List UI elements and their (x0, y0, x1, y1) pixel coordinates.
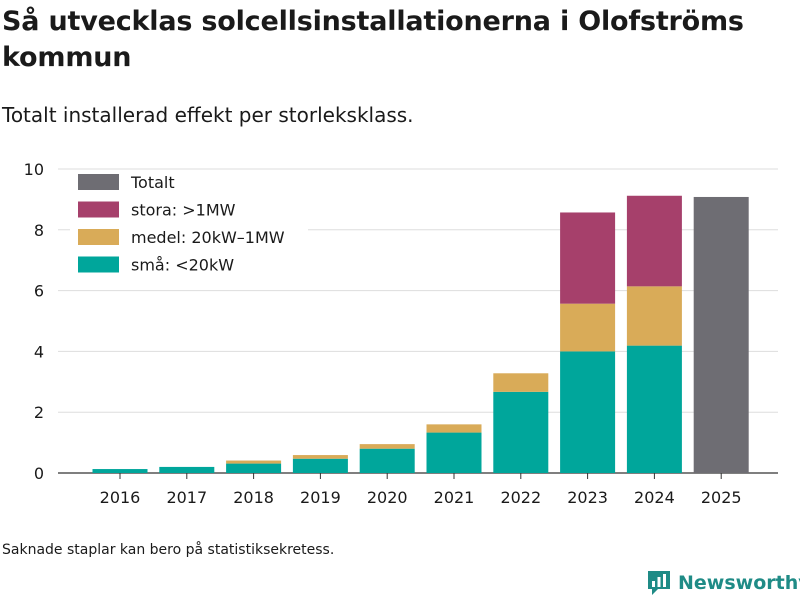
bar-sma-2021[interactable] (426, 432, 482, 473)
x-tick-label: 2017 (166, 488, 207, 507)
bar-medel-2024[interactable] (626, 286, 682, 346)
x-tick-label: 2024 (634, 488, 675, 507)
legend-swatch-medel (78, 229, 119, 245)
chart-title: Så utvecklas solcellsinstallationerna i … (2, 6, 744, 73)
y-tick-label: 6 (34, 282, 44, 301)
legend-swatch-sma (78, 256, 119, 273)
y-tick-label: 4 (34, 342, 44, 361)
y-tick-label: 10 (24, 160, 44, 179)
bar-medel-2019[interactable] (292, 455, 348, 459)
brand-logo: Newsworthy (646, 569, 800, 599)
bar-medel-2022[interactable] (493, 373, 549, 392)
bars-layer (92, 195, 749, 473)
bar-sma-2018[interactable] (226, 463, 282, 473)
bar-sma-2023[interactable] (560, 351, 616, 473)
bar-sma-2022[interactable] (493, 391, 549, 473)
legend-label-sma: små: <20kW (131, 256, 234, 275)
legend-swatch-totalt (78, 174, 119, 190)
bar-stora-2023[interactable] (560, 212, 616, 304)
bar-sma-2019[interactable] (292, 458, 348, 473)
bar-medel-2018[interactable] (226, 460, 282, 464)
x-tick-label: 2018 (233, 488, 274, 507)
brand-name: Newsworthy (678, 572, 800, 594)
y-tick-label: 8 (34, 221, 44, 240)
bar-medel-2020[interactable] (359, 444, 415, 449)
y-tick-label: 2 (34, 403, 44, 422)
x-tick-label: 2025 (701, 488, 742, 507)
bar-stora-2024[interactable] (626, 195, 682, 287)
stacked-bar-chart: 0 2 4 6 8 10 2016 2017 2018 2019 2020 2021 2022 2023 2… (24, 160, 778, 507)
bar-totalt-2025[interactable] (693, 196, 749, 473)
axis-layer: 0 2 4 6 8 10 2016 2017 2018 2019 2020 2021 2022 2023 2… (24, 160, 742, 507)
footnote: Saknade staplar kan bero på statistiksek… (2, 542, 335, 558)
legend: Totalt stora: >1MW medel: 20kW–1MW små: <20… (70, 170, 308, 284)
bar-sma-2016[interactable] (92, 469, 148, 473)
x-tick-label: 2022 (500, 488, 541, 507)
x-tick-label: 2021 (434, 488, 475, 507)
bar-medel-2023[interactable] (560, 303, 616, 352)
newsworthy-logo-icon (648, 571, 670, 595)
bar-sma-2017[interactable] (159, 466, 215, 473)
bar-sma-2020[interactable] (359, 448, 415, 473)
x-tick-label: 2019 (300, 488, 341, 507)
chart-subtitle: Totalt installerad effekt per storlekskl… (2, 103, 414, 127)
legend-label-medel: medel: 20kW–1MW (131, 228, 285, 247)
legend-label-stora: stora: >1MW (131, 201, 236, 220)
legend-swatch-stora (78, 201, 119, 218)
bar-sma-2024[interactable] (626, 345, 682, 473)
x-tick-label: 2020 (367, 488, 408, 507)
x-tick-label: 2023 (567, 488, 608, 507)
x-tick-label: 2016 (100, 488, 141, 507)
legend-label-totalt: Totalt (130, 173, 175, 192)
bar-medel-2021[interactable] (426, 424, 482, 433)
y-tick-label: 0 (34, 464, 44, 483)
